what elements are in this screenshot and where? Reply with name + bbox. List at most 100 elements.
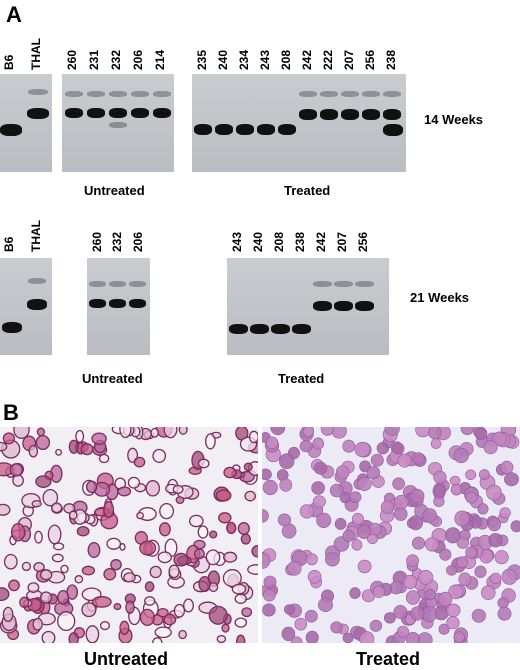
caption-21-untreated: Untreated (82, 371, 143, 386)
red-blood-cell (331, 427, 347, 439)
red-blood-cell (99, 621, 111, 631)
red-blood-cell (47, 524, 62, 545)
red-blood-cell (68, 510, 78, 520)
red-blood-cell (209, 530, 218, 539)
red-blood-cell (172, 484, 184, 494)
red-blood-cell (432, 484, 447, 498)
red-blood-cell (430, 438, 442, 449)
gel-band (355, 281, 374, 287)
lane-label: 260 (65, 49, 79, 70)
gel-band (383, 124, 403, 136)
red-blood-cell (74, 575, 84, 584)
gel-band (334, 301, 353, 311)
red-blood-cell (342, 439, 356, 453)
red-blood-cell (152, 637, 163, 643)
red-blood-cell (281, 626, 296, 641)
red-blood-cell (354, 441, 371, 458)
red-blood-cell (68, 439, 79, 454)
red-blood-cell (33, 562, 45, 572)
red-blood-cell (500, 460, 514, 475)
weeks-label-21: 21 Weeks (410, 290, 470, 305)
red-blood-cell (488, 533, 503, 548)
gel-band (153, 91, 171, 97)
red-blood-cell (279, 453, 295, 470)
red-blood-cell (490, 572, 502, 584)
red-blood-cell (136, 511, 145, 520)
red-blood-cell (263, 589, 276, 602)
lane-label: 240 (216, 49, 230, 70)
lane-label: 206 (131, 49, 145, 70)
micrograph-treated (262, 427, 520, 643)
caption-14-treated: Treated (284, 183, 331, 198)
red-blood-cell (262, 509, 269, 523)
red-blood-cell (0, 587, 10, 602)
red-blood-cell (9, 463, 23, 477)
red-blood-cell (428, 427, 442, 440)
lane-label: 243 (258, 49, 272, 70)
lane-label: 260 (90, 231, 104, 252)
red-blood-cell (60, 564, 69, 574)
red-blood-cell (393, 605, 408, 619)
red-blood-cell (0, 441, 8, 452)
red-blood-cell (349, 587, 361, 599)
gel-band (313, 301, 332, 311)
red-blood-cell (478, 469, 490, 480)
red-blood-cell (477, 503, 489, 515)
red-blood-cell (334, 517, 347, 530)
red-blood-cell (359, 631, 375, 643)
red-blood-cell (75, 429, 85, 443)
red-blood-cell (208, 605, 228, 625)
gel-band (131, 91, 149, 97)
panel-b-letter: B (3, 400, 19, 425)
red-blood-cell (163, 427, 178, 439)
gel-band (250, 324, 269, 334)
lane-label: 232 (110, 231, 124, 252)
gel-band (131, 108, 149, 118)
red-blood-cell (10, 522, 26, 542)
red-blood-cell (240, 533, 251, 545)
micrograph-untreated (0, 427, 258, 643)
red-blood-cell (454, 510, 470, 527)
red-blood-cell (339, 491, 351, 504)
red-blood-cell (226, 521, 237, 535)
red-blood-cell (433, 470, 447, 484)
red-blood-cell (251, 545, 258, 558)
red-blood-cell (208, 582, 219, 593)
lane-label: 207 (342, 49, 356, 70)
red-blood-cell (8, 579, 20, 592)
gel-band (109, 122, 127, 128)
red-blood-cell (438, 591, 453, 607)
red-blood-cell (21, 561, 32, 572)
lane-label: 256 (363, 49, 377, 70)
gel-band (320, 109, 338, 120)
lane-label: 222 (321, 49, 335, 70)
red-blood-cell (510, 520, 520, 533)
lane-label: 238 (293, 231, 307, 252)
gel-21-untreated (87, 258, 150, 355)
lane-label: B6 (2, 236, 16, 252)
red-blood-cell (52, 542, 65, 551)
red-blood-cell (483, 440, 498, 455)
red-blood-cell (465, 491, 478, 504)
red-blood-cell (133, 456, 146, 468)
red-blood-cell (397, 453, 412, 468)
red-blood-cell (456, 556, 468, 569)
lane-label: 256 (356, 231, 370, 252)
red-blood-cell (119, 427, 132, 439)
gel-band (278, 124, 296, 135)
red-blood-cell (376, 442, 390, 455)
red-blood-cell (188, 514, 204, 528)
gel-band (236, 124, 254, 135)
red-blood-cell (223, 466, 237, 479)
red-blood-cell (145, 480, 161, 497)
gel-band (109, 91, 127, 97)
red-blood-cell (39, 591, 53, 604)
red-blood-cell (28, 444, 39, 458)
weeks-label-14: 14 Weeks (424, 112, 484, 127)
red-blood-cell (110, 559, 122, 571)
red-blood-cell (222, 569, 242, 588)
red-blood-cell (234, 617, 248, 628)
red-blood-cell (465, 546, 477, 559)
gel-14-reference (0, 74, 52, 172)
red-blood-cell (168, 564, 180, 579)
